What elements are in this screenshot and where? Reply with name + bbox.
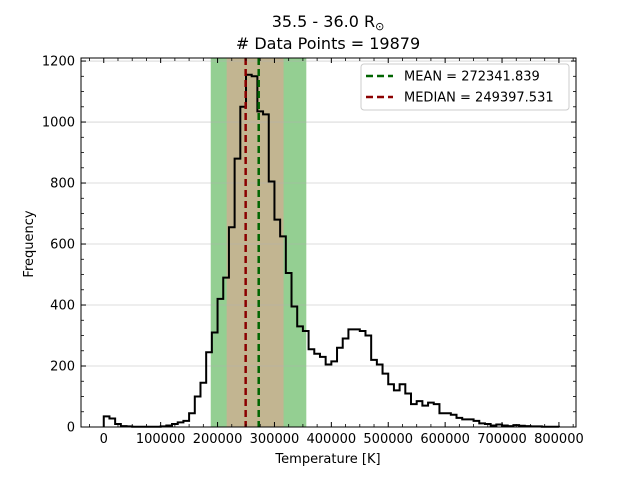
- x-axis-ticks: 0 100000 200000 300000 400000 500000 600000 700…: [89, 58, 584, 447]
- y-axis-label: Frequency: [22, 210, 37, 277]
- y-tick-label-4: 800: [50, 177, 75, 192]
- shaded-band-1: [226, 58, 284, 427]
- y-tick-label-2: 400: [50, 299, 75, 314]
- title-line-1: 35.5 - 36.0 R⊙: [272, 12, 385, 33]
- histogram-step-line: [102, 73, 560, 428]
- x-tick-label-1: 100000: [136, 432, 186, 447]
- y-axis-ticks: 0 200 400 600 800 1000 1200: [42, 55, 576, 436]
- y-tick-label-0: 0: [67, 421, 75, 436]
- plot-frame: [80, 57, 577, 428]
- x-tick-label-6: 600000: [420, 432, 470, 447]
- x-tick-label-0: 0: [100, 432, 108, 447]
- y-tick-label-5: 1000: [42, 116, 75, 131]
- y-tick-label-6: 1200: [42, 55, 75, 70]
- title-radius-text: 35.5 - 36.0 R: [272, 12, 375, 31]
- histogram-layer: [102, 73, 560, 428]
- x-tick-label-2: 200000: [193, 432, 243, 447]
- title-line-2: # Data Points = 19879: [236, 34, 420, 53]
- legend: MEAN = 272341.839 MEDIAN = 249397.531: [360, 63, 570, 111]
- x-tick-label-8: 800000: [534, 432, 584, 447]
- legend-label-mean: MEAN = 272341.839: [404, 70, 540, 85]
- x-tick-label-5: 500000: [363, 432, 413, 447]
- x-axis-label: Temperature [K]: [274, 452, 380, 467]
- chart-title: 35.5 - 36.0 R⊙ # Data Points = 19879: [236, 12, 420, 53]
- legend-box: [360, 63, 570, 111]
- x-tick-label-4: 400000: [307, 432, 357, 447]
- y-tick-label-1: 200: [50, 360, 75, 375]
- x-tick-label-3: 300000: [250, 432, 300, 447]
- grid-layer: [81, 60, 576, 428]
- sun-symbol: ⊙: [375, 20, 384, 33]
- y-tick-label-3: 600: [50, 238, 75, 253]
- statistic-lines: [244, 58, 260, 427]
- legend-label-median: MEDIAN = 249397.531: [404, 91, 554, 106]
- x-tick-label-7: 700000: [477, 432, 527, 447]
